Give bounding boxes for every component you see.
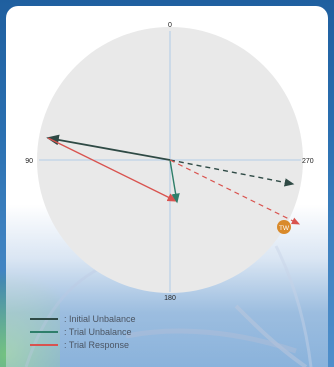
legend-item-initial-unbalance: : Initial Unbalance <box>30 312 136 325</box>
legend-item-trial-response: : Trial Response <box>30 338 136 351</box>
legend-swatch-initial-unbalance <box>30 317 58 320</box>
initial-unbalance-dashed-vector <box>169 159 295 187</box>
angle-label-90: 90 <box>25 158 33 165</box>
legend-label-trial-response: : Trial Response <box>64 339 130 350</box>
legend-swatch-trial-unbalance <box>30 330 58 333</box>
legend-swatch-trial-response <box>30 343 58 346</box>
polar-chart-card: 0 90 180 270 TW <box>6 6 328 367</box>
trial-weight-marker-label: TW <box>279 225 290 232</box>
polar-plot: 0 90 180 270 TW <box>25 22 314 302</box>
legend-item-trial-unbalance: : Trial Unbalance <box>30 325 136 338</box>
legend-label-initial-unbalance: : Initial Unbalance <box>64 313 136 324</box>
angle-label-0: 0 <box>168 22 172 29</box>
legend-label-trial-unbalance: : Trial Unbalance <box>64 326 132 337</box>
trial-response-dashed-vector <box>169 159 301 225</box>
angle-label-180: 180 <box>164 295 176 302</box>
trial-response-vector <box>47 137 178 202</box>
angle-label-270: 270 <box>302 158 314 165</box>
trial-weight-marker[interactable] <box>277 220 291 234</box>
chart-legend: : Initial Unbalance : Trial Unbalance : … <box>30 312 136 351</box>
trial-unbalance-vector <box>169 159 180 204</box>
initial-unbalance-vector <box>46 134 171 161</box>
